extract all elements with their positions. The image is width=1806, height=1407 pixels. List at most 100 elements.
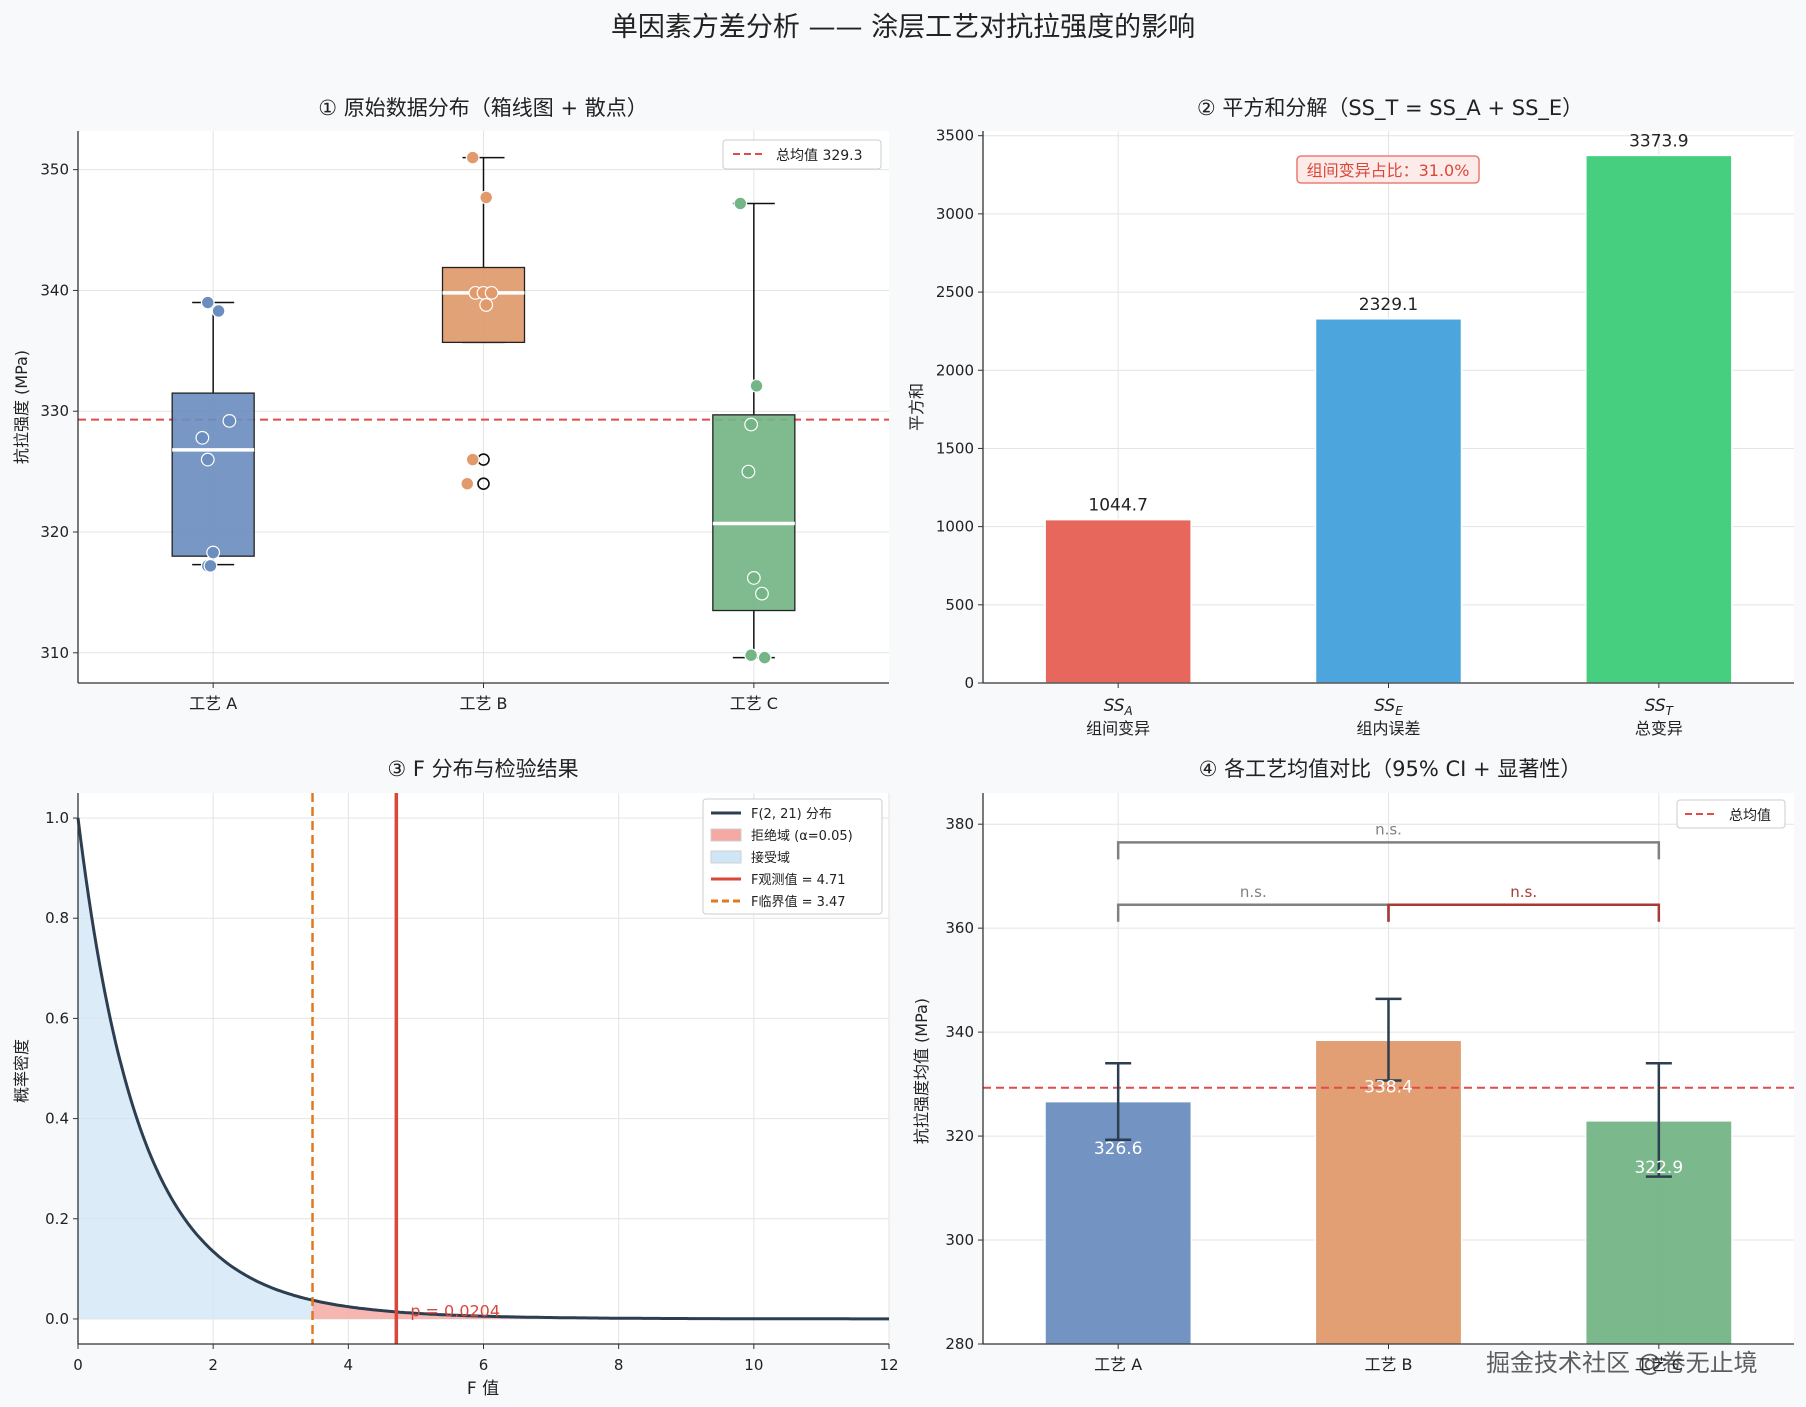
y-tick-label: 0.2: [45, 1210, 69, 1228]
x-tick-label: SSA: [1104, 696, 1133, 718]
data-point: [749, 378, 764, 393]
ss-bar: [1314, 318, 1463, 684]
x-tick-label: 工艺 C: [1635, 1355, 1683, 1374]
x-tick-label: 工艺 A: [1094, 1355, 1142, 1374]
subscript: E: [1395, 704, 1403, 718]
data-point: [479, 298, 494, 312]
data-point: [741, 464, 756, 479]
y-tick-label: 0.6: [45, 1009, 69, 1027]
legend-label: F临界值 = 3.47: [751, 894, 846, 910]
x-tick-sublabel: 组内误差: [1356, 719, 1420, 738]
figure-title: 单因素方差分析 —— 涂层工艺对抗拉强度的影响: [611, 12, 1195, 43]
y-tick-label: 3500: [936, 127, 974, 145]
legend-frame: [702, 798, 883, 915]
data-point: [755, 586, 769, 601]
mean-bar: [1314, 1039, 1463, 1345]
watermark-text: 掘金技术社区 @卷无止境: [1486, 1349, 1758, 1377]
y-tick-label: 320: [945, 1127, 974, 1145]
bar-value-label: 326.6: [1094, 1139, 1143, 1159]
legend-label: 总均值 329.3: [776, 148, 863, 164]
data-point: [744, 648, 759, 663]
data-point: [746, 571, 761, 585]
y-tick-label: 350: [40, 161, 69, 179]
data-point: [195, 430, 210, 445]
y-tick-label: 300: [945, 1231, 974, 1249]
x-tick-label: 0: [73, 1356, 83, 1374]
y-tick-label: 3000: [936, 205, 974, 223]
y-tick-label: 1000: [936, 518, 974, 536]
x-tick-sublabel: 总变异: [1635, 719, 1683, 738]
data-point: [744, 417, 759, 432]
y-axis-label: 平方和: [907, 383, 926, 431]
sum-of-squares-panel: 0 500 1000 1500 2000 2500 3000 3500 ② 平方和分解（SS_T…: [907, 96, 1794, 738]
x-tick-label: 工艺 B: [1364, 1355, 1412, 1374]
y-tick-label: 280: [945, 1335, 974, 1353]
p-value-label: p = 0.0204: [410, 1301, 500, 1320]
rejection-region: [312, 1300, 889, 1319]
data-point: [203, 558, 218, 573]
means-ci-panel: 280 300 320 340 360 380 ④ 各工艺均值对比（95% CI + 显著性…: [912, 757, 1794, 1374]
f-density-curve: [76, 817, 889, 1321]
legend: 总均值: [1676, 799, 1786, 829]
x-tick-label: 2: [208, 1356, 218, 1374]
significance-label: n.s.: [1510, 883, 1537, 901]
y-tick-label: 0: [964, 674, 974, 692]
data-point: [460, 476, 475, 491]
legend-frame: [722, 139, 882, 170]
x-tick-label: 工艺 C: [730, 694, 778, 713]
y-tick-label: 360: [945, 919, 974, 937]
legend-label: F观测值 = 4.71: [751, 872, 846, 888]
share-annotation: 组间变异占比：31.0%: [1307, 161, 1470, 180]
data-point: [733, 196, 748, 211]
ss-bar: [1585, 154, 1733, 684]
x-tick-sublabel: 组间变异: [1086, 719, 1150, 738]
significance-label: n.s.: [1375, 820, 1402, 838]
x-tick-label: 10: [744, 1356, 763, 1374]
significance-bracket: [1387, 903, 1661, 922]
share-annotation-box: [1296, 155, 1480, 184]
y-tick-label: 340: [945, 1023, 974, 1041]
data-point: [484, 285, 499, 300]
panel-title: ④ 各工艺均值对比（95% CI + 显著性）: [1199, 757, 1582, 781]
acceptance-region: [78, 818, 313, 1319]
y-tick-label: 340: [40, 281, 69, 299]
data-point: [206, 545, 221, 560]
ss-bar: [1044, 518, 1192, 684]
data-point: [465, 452, 480, 467]
bar-value-label: 2329.1: [1359, 295, 1418, 315]
y-tick-label: 500: [945, 596, 974, 614]
x-tick-label: SSE: [1374, 696, 1403, 718]
data-point: [222, 413, 237, 428]
y-tick-label: 1500: [936, 439, 974, 457]
y-tick-label: 1.0: [45, 809, 69, 827]
legend-swatch: [710, 828, 742, 842]
outlier-marker: [477, 477, 490, 491]
legend-label: 接受域: [751, 850, 790, 866]
f-distribution-panel: 0.0 0.2 0.4 0.6 0.8 1.0 0 2 4 6 8 10 12 ③ F 分布与检验结果概率…: [12, 757, 899, 1399]
y-axis-label: 抗拉强度均值 (MPa): [912, 998, 931, 1144]
subscript: T: [1666, 704, 1675, 718]
legend-label: 总均值: [1729, 808, 1771, 824]
x-tick-label: 4: [344, 1356, 354, 1374]
bar-value-label: 1044.7: [1088, 496, 1147, 516]
significance-label: n.s.: [1240, 883, 1267, 901]
legend: 总均值 329.3: [722, 139, 882, 170]
bar-value-label: 3373.9: [1629, 131, 1688, 151]
legend-label: 拒绝域 (α=0.05): [751, 828, 853, 844]
y-tick-label: 0.0: [45, 1310, 69, 1328]
legend-frame: [1676, 799, 1786, 829]
y-tick-label: 0.4: [45, 1110, 69, 1128]
data-point: [200, 295, 215, 310]
data-point: [211, 304, 226, 318]
y-tick-label: 330: [40, 402, 69, 420]
legend-label: F(2, 21) 分布: [751, 807, 832, 822]
y-tick-label: 320: [40, 523, 69, 541]
x-tick-label: 工艺 B: [459, 694, 507, 713]
mean-bar: [1044, 1101, 1192, 1345]
data-point: [757, 650, 772, 665]
bar-value-label: 322.9: [1634, 1158, 1683, 1178]
y-tick-label: 2000: [936, 361, 974, 379]
panel-title: ② 平方和分解（SS_T = SS_A + SS_E）: [1197, 96, 1583, 121]
